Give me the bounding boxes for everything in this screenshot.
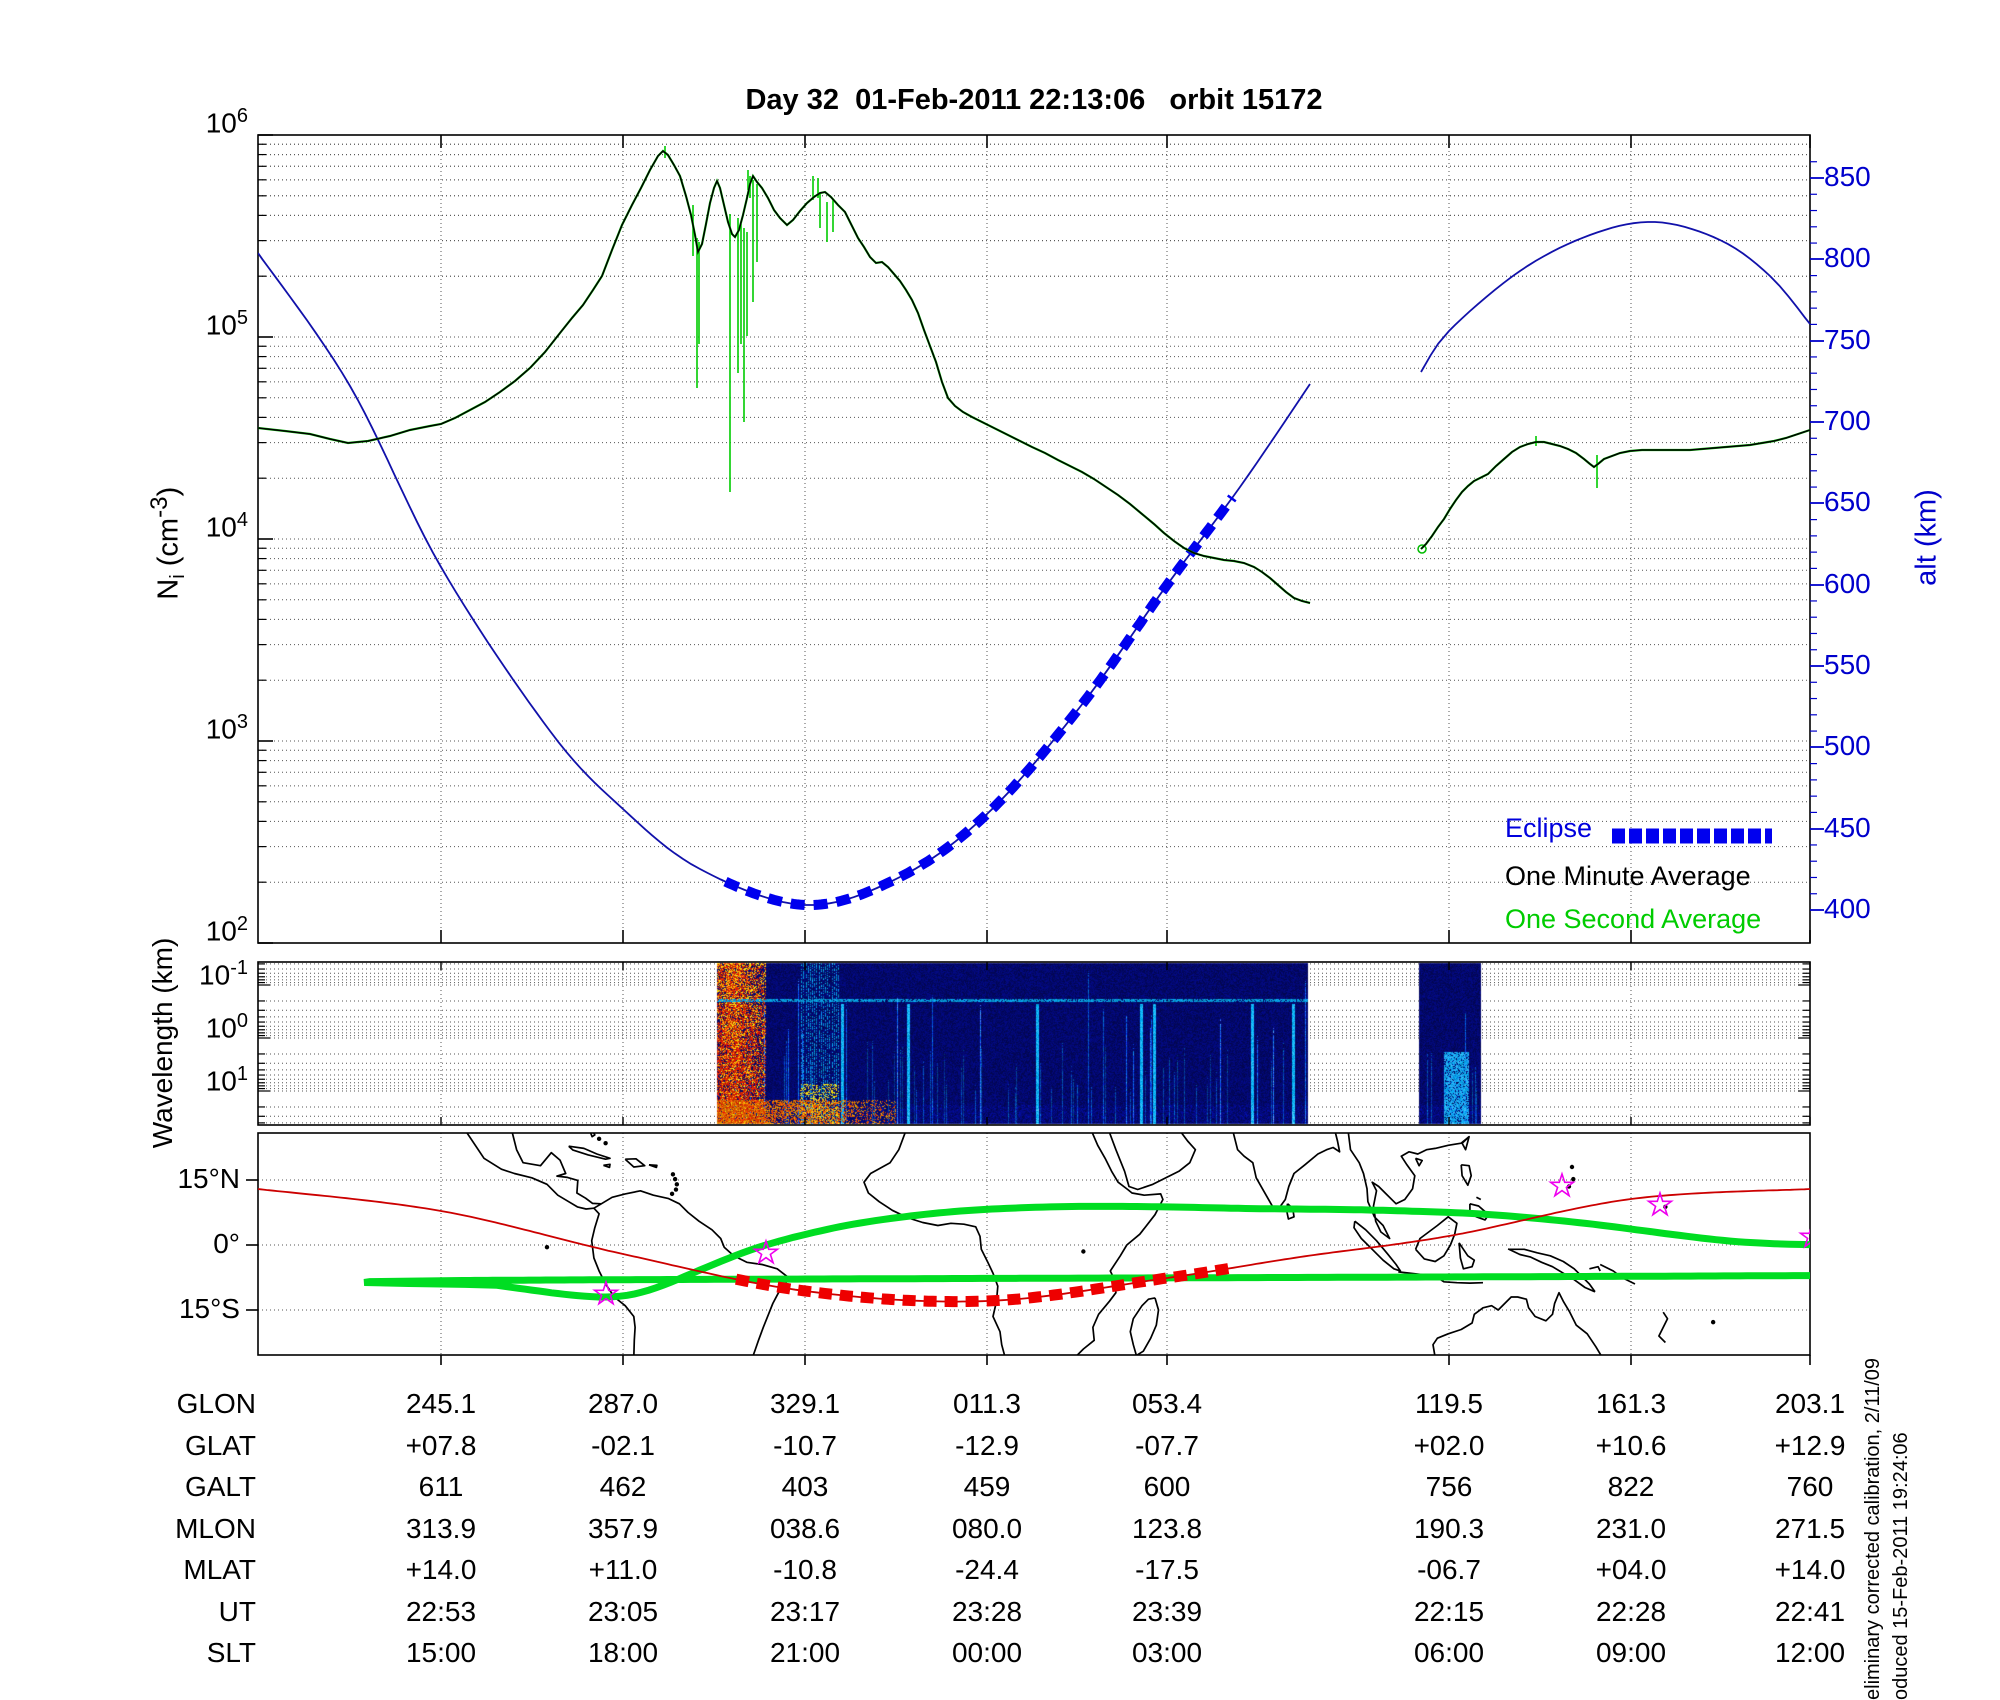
map-lat-label: 0°	[213, 1228, 240, 1259]
table-cell: 760	[1786, 1471, 1834, 1502]
table-cell: 271.5	[1774, 1513, 1846, 1544]
table-cell: 123.8	[1131, 1513, 1203, 1544]
map-lat-label: 15°S	[178, 1293, 240, 1324]
alt-tick-label: 700	[1824, 405, 1871, 436]
table-cell: +14.0	[1774, 1554, 1846, 1585]
table-cell: +02.0	[1413, 1430, 1485, 1461]
table-cell: -17.5	[1135, 1554, 1199, 1585]
wavelength-tick-label: 100	[205, 1010, 248, 1044]
table-cell: +07.8	[405, 1430, 477, 1461]
ni-tick-label: 106	[205, 105, 248, 139]
wavelength-tick-label: 101	[205, 1063, 248, 1097]
table-cell: 22:28	[1595, 1596, 1667, 1627]
table-cell: 23:28	[951, 1596, 1023, 1627]
table-cell: +04.0	[1595, 1554, 1667, 1585]
table-row-label-mlat: MLAT	[183, 1554, 256, 1585]
table-cell: 329.1	[769, 1388, 841, 1419]
table-cell: 03:00	[1131, 1637, 1203, 1668]
table-cell: 822	[1607, 1471, 1655, 1502]
table-cell: 21:00	[769, 1637, 841, 1668]
table-row-label-slt: SLT	[206, 1637, 256, 1668]
alt-tick-label: 650	[1824, 486, 1871, 517]
table-row-label-mlon: MLON	[175, 1513, 256, 1544]
table-cell: -02.1	[591, 1430, 655, 1461]
table-cell: 22:41	[1774, 1596, 1846, 1627]
table-cell: 119.5	[1415, 1388, 1483, 1419]
alt-tick-label: 500	[1824, 730, 1871, 761]
legend-eclipse-label: Eclipse	[1505, 813, 1593, 843]
alt-tick-label: 750	[1824, 324, 1871, 355]
table-cell: +12.9	[1774, 1430, 1846, 1461]
ni-tick-label: 104	[205, 509, 248, 543]
table-cell: 18:00	[587, 1637, 659, 1668]
table-cell: -10.8	[773, 1554, 837, 1585]
table-cell: 161.3	[1595, 1388, 1667, 1419]
table-cell: +11.0	[588, 1554, 658, 1585]
produced-note: Produced 15-Feb-2011 19:24:06	[1890, 1432, 1912, 1700]
table-cell: -24.4	[955, 1554, 1019, 1585]
table-cell: 190.3	[1413, 1513, 1485, 1544]
table-row-label-glat: GLAT	[184, 1430, 256, 1461]
table-cell: 06:00	[1413, 1637, 1485, 1668]
calibration-note: Preliminary corrected calibration, 2/11/…	[1862, 1357, 1884, 1700]
table-cell: -06.7	[1417, 1554, 1481, 1585]
table-cell: 12:00	[1774, 1637, 1846, 1668]
table-cell: 22:15	[1413, 1596, 1485, 1627]
alt-tick-label: 850	[1824, 161, 1871, 192]
legend-second-label: One Second Average	[1505, 904, 1762, 934]
table-cell: 245.1	[405, 1388, 477, 1419]
table-cell: 756	[1425, 1471, 1473, 1502]
map-lat-label: 15°N	[177, 1163, 240, 1194]
table-cell: 00:00	[951, 1637, 1023, 1668]
table-cell: +14.0	[405, 1554, 477, 1585]
table-cell: 313.9	[405, 1513, 477, 1544]
table-cell: 459	[963, 1471, 1011, 1502]
table-cell: 462	[599, 1471, 647, 1502]
table-cell: +10.6	[1595, 1430, 1667, 1461]
alt-tick-label: 450	[1824, 812, 1871, 843]
ni-tick-label: 105	[205, 307, 248, 341]
table-cell: 23:05	[587, 1596, 659, 1627]
table-cell: 611	[418, 1471, 464, 1502]
table-cell: 080.0	[951, 1513, 1023, 1544]
table-cell: 357.9	[587, 1513, 659, 1544]
table-cell: -10.7	[773, 1430, 837, 1461]
table-cell: 23:17	[769, 1596, 841, 1627]
table-cell: 011.3	[953, 1388, 1021, 1419]
legend-minute-label: One Minute Average	[1505, 861, 1751, 891]
ni-tick-label: 103	[205, 711, 248, 745]
table-cell: 038.6	[769, 1513, 841, 1544]
table-row-label-galt: GALT	[184, 1471, 256, 1502]
table-row-label-ut: UT	[218, 1596, 256, 1627]
alt-axis-label: alt (km)	[1910, 489, 1943, 586]
table-cell: 600	[1143, 1471, 1191, 1502]
ni-tick-label: 102	[205, 913, 248, 947]
wavelength-tick-label: 10-1	[199, 957, 248, 991]
alt-tick-label: 800	[1824, 242, 1871, 273]
table-cell: 15:00	[405, 1637, 477, 1668]
table-row-label-glon: GLON	[176, 1388, 256, 1419]
alt-tick-label: 600	[1824, 568, 1871, 599]
table-cell: 053.4	[1131, 1388, 1203, 1419]
alt-tick-label: 400	[1824, 893, 1871, 924]
plot-title: Day 32 01-Feb-2011 22:13:06 orbit 15172	[745, 84, 1323, 116]
table-cell: -12.9	[955, 1430, 1019, 1461]
table-cell: 23:39	[1131, 1596, 1203, 1627]
table-cell: 231.0	[1595, 1513, 1667, 1544]
alt-tick-label: 550	[1824, 649, 1871, 680]
table-cell: -07.7	[1135, 1430, 1199, 1461]
table-cell: 09:00	[1595, 1637, 1667, 1668]
table-cell: 403	[781, 1471, 829, 1502]
table-cell: 203.1	[1774, 1388, 1846, 1419]
table-cell: 287.0	[587, 1388, 659, 1419]
table-cell: 22:53	[405, 1596, 477, 1627]
